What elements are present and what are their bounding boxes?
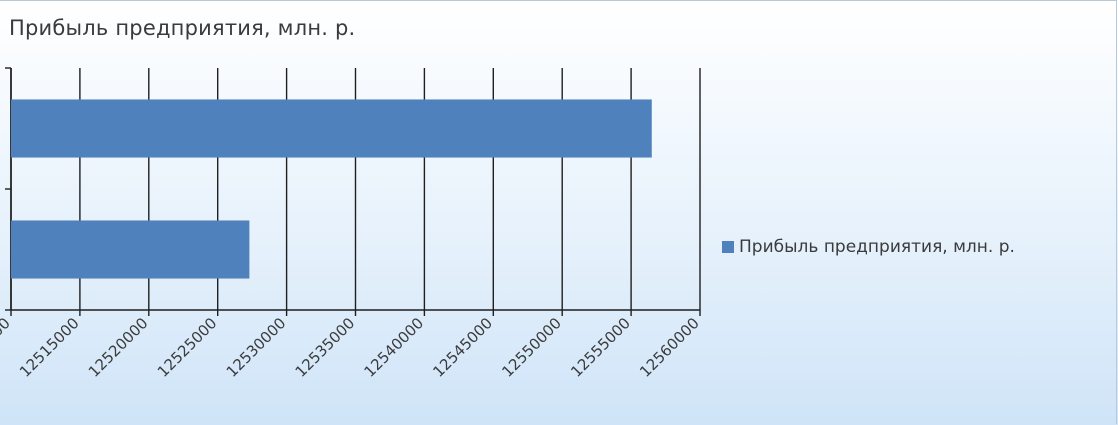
bar: [11, 99, 652, 158]
x-tick-label: 12530000: [223, 314, 290, 381]
x-tick-label: 12525000: [154, 314, 221, 381]
x-tick-label: 12545000: [429, 314, 496, 381]
x-tick-label: 12510000: [0, 314, 14, 381]
chart-title: Прибыль предприятия, млн. р.: [9, 16, 356, 40]
legend-label: Прибыль предприятия, млн. р.: [739, 237, 1015, 257]
bar: [11, 220, 250, 279]
legend: Прибыль предприятия, млн. р.: [722, 237, 1015, 257]
x-tick-label: 12540000: [361, 314, 428, 381]
x-tick-label: 12550000: [498, 314, 565, 381]
x-tick-label: 12535000: [292, 314, 359, 381]
legend-swatch: [722, 241, 734, 253]
x-tick-label: 12555000: [567, 314, 634, 381]
x-tick-label: 12520000: [85, 314, 152, 381]
x-tick-label: 12515000: [16, 314, 83, 381]
x-tick-label: 12560000: [636, 314, 703, 381]
